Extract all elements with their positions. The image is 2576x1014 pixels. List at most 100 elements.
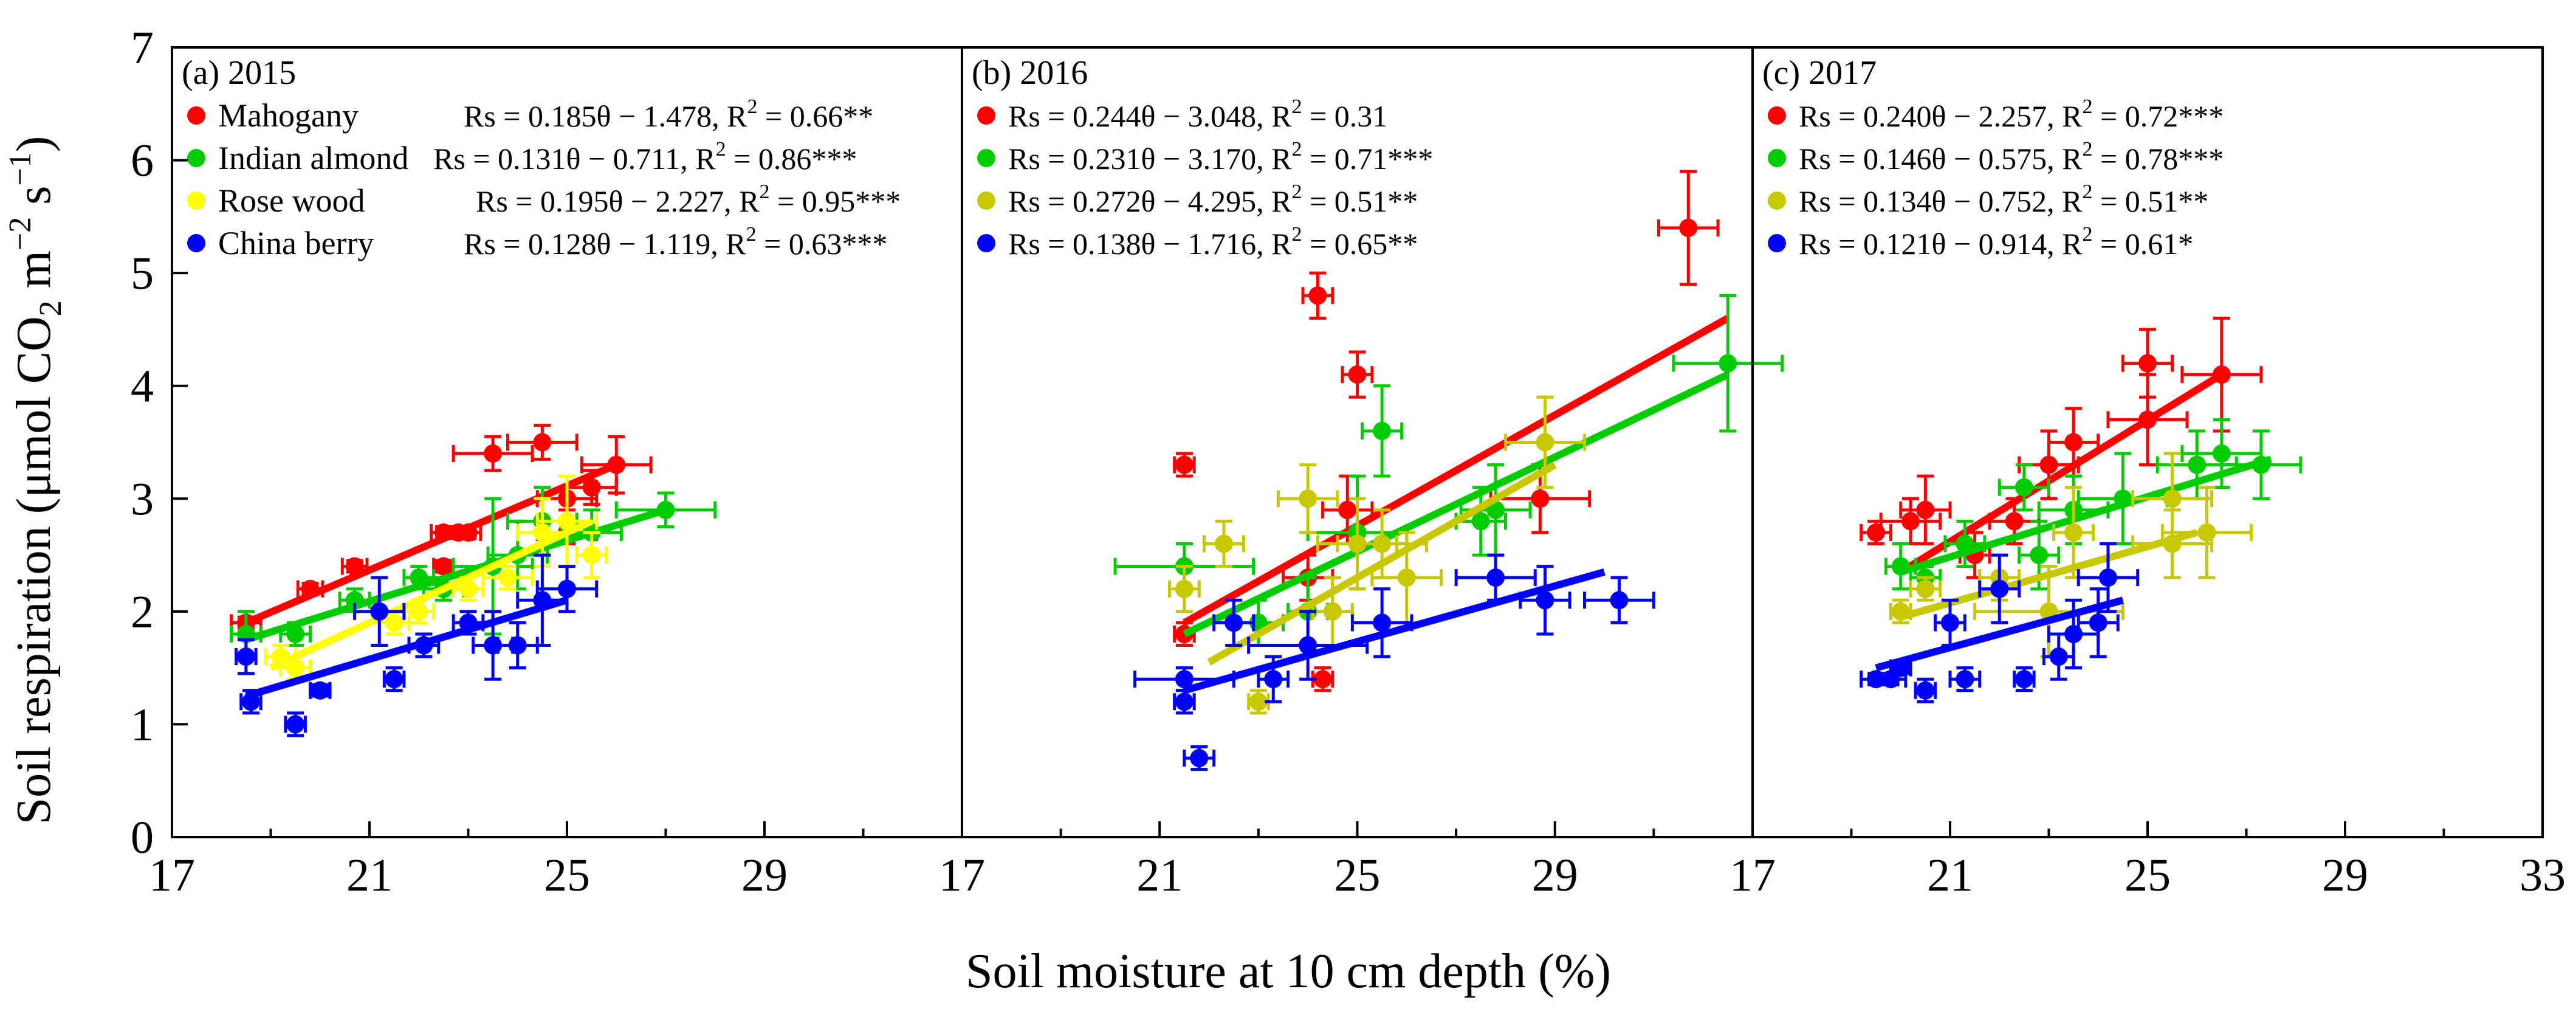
x-tick-label: 29 — [741, 850, 788, 901]
data-point — [498, 568, 517, 587]
equation-text: Rs = 0.272θ − 4.295, R — [1008, 184, 1292, 218]
data-point — [1264, 670, 1283, 689]
legend-marker — [1768, 106, 1786, 125]
equation-text: Rs = 0.138θ − 1.716, R — [1008, 227, 1292, 261]
data-point — [533, 433, 552, 452]
data-point — [1338, 500, 1357, 519]
data-point — [1531, 489, 1550, 508]
fit-line — [1183, 371, 1729, 638]
legend-equation: Rs = 0.134θ − 0.752, R2 = 0.51** — [1799, 181, 2208, 218]
equation-text: Rs = 0.231θ − 3.170, R — [1008, 142, 1292, 176]
legend-marker — [977, 106, 995, 125]
legend-equation: Rs = 0.131θ − 0.711, R2 = 0.86*** — [433, 138, 857, 176]
data-point — [286, 658, 305, 677]
y-axis: 0 1 2 3 4 5 6 7 — [131, 22, 188, 863]
data-point — [1373, 613, 1392, 632]
data-point — [1308, 286, 1327, 305]
equation-r2: = 0.72*** — [2093, 99, 2224, 133]
fit-line — [1183, 568, 1606, 694]
x-axis: 17 21 25 29 17 21 25 29 17 21 25 29 33 — [149, 821, 2566, 901]
y-tick-label: 0 — [131, 812, 154, 863]
ylabel-s: s — [7, 186, 61, 217]
data-point — [1916, 579, 1935, 598]
equation-text: Rs = 0.240θ − 2.257, R — [1799, 99, 2083, 133]
equation-r2: = 0.95*** — [770, 184, 901, 218]
data-point — [1348, 365, 1367, 384]
legend-marker — [1768, 234, 1786, 252]
legend-marker — [187, 191, 205, 210]
equation-text: Rs = 0.146θ − 0.575, R — [1799, 142, 2083, 176]
data-point — [1175, 670, 1194, 689]
legend-label: Rose wood — [218, 182, 365, 219]
data-point — [582, 478, 601, 497]
x-tick-label: 25 — [2124, 850, 2171, 901]
data-point — [1916, 681, 1935, 700]
equation-r2: = 0.71*** — [1302, 142, 1434, 176]
equation-r2: = 0.66** — [758, 99, 874, 133]
legend-marker — [977, 191, 995, 210]
legend-equation: Rs = 0.121θ − 0.914, R2 = 0.61* — [1799, 223, 2193, 261]
equation-superscript: 2 — [746, 223, 757, 246]
data-point — [1373, 534, 1392, 553]
x-tick-label: 17 — [1729, 850, 1776, 901]
data-point — [1471, 512, 1490, 531]
data-point — [1486, 568, 1505, 587]
data-point — [1323, 602, 1342, 621]
data-point — [2014, 478, 2033, 497]
legend-marker — [187, 106, 205, 125]
x-tick-label: 21 — [1927, 850, 1973, 901]
data-point — [434, 557, 453, 576]
legend-label: Indian almond — [218, 140, 408, 176]
fit-line — [1182, 315, 1730, 626]
data-point — [2188, 455, 2207, 474]
legend: Mahogany Rs = 0.185θ − 1.478, R2 = 0.66**… — [187, 95, 901, 261]
data-point — [385, 613, 404, 632]
data-point — [1190, 749, 1209, 768]
ylabel-sub2: 2 — [33, 300, 68, 316]
equation-superscript: 2 — [1292, 223, 1302, 246]
series-china-berry — [1860, 542, 2140, 703]
legend-equation: Rs = 0.231θ − 3.170, R2 = 0.71*** — [1008, 138, 1433, 176]
x-tick-label: 17 — [939, 850, 985, 901]
equation-r2: = 0.65** — [1302, 227, 1418, 261]
y-tick-label: 2 — [131, 587, 154, 638]
data-point — [1990, 579, 2009, 598]
equation-text: Rs = 0.195θ − 2.227, R — [476, 184, 760, 218]
legend-equation: Rs = 0.240θ − 2.257, R2 = 0.72*** — [1799, 95, 2224, 133]
fit-line — [269, 517, 594, 672]
legend-marker — [1768, 149, 1786, 167]
data-point — [1299, 636, 1317, 655]
equation-superscript: 2 — [716, 138, 726, 160]
data-point — [1901, 512, 1920, 531]
legend-marker — [977, 149, 995, 167]
x-axis-label: Soil moisture at 10 cm depth (%) — [966, 945, 1611, 998]
x-tick-label: 33 — [2519, 850, 2566, 901]
data-point — [311, 681, 329, 700]
legend-equation: Rs = 0.128θ − 1.119, R2 = 0.63*** — [464, 223, 887, 261]
series-rose-wood — [1168, 395, 1587, 715]
data-point — [2064, 433, 2083, 452]
equation-r2: = 0.31 — [1302, 99, 1388, 133]
equation-text: Rs = 0.121θ − 0.914, R — [1799, 227, 2083, 261]
data-point — [2039, 455, 2058, 474]
y-tick-label: 7 — [131, 22, 154, 74]
y-tick-label: 3 — [131, 474, 154, 525]
data-point — [1249, 692, 1268, 711]
panel-title: (c) 2017 — [1762, 54, 1877, 92]
y-tick-label: 1 — [131, 699, 154, 750]
series-china-berry — [1133, 553, 1655, 771]
data-point — [2197, 523, 2216, 542]
x-tick-label: 17 — [149, 850, 195, 901]
equation-superscript: 2 — [2083, 223, 2093, 246]
equation-text: Rs = 0.244θ − 3.048, R — [1008, 99, 1292, 133]
legend-marker — [1768, 191, 1786, 210]
panel-1: (a) 2015 Mahogany Rs = 0.185θ − 1.478, R2 … — [171, 46, 963, 838]
equation-superscript: 2 — [1292, 181, 1302, 203]
data-point — [1214, 534, 1233, 553]
legend-equation: Rs = 0.272θ − 4.295, R2 = 0.51** — [1008, 181, 1418, 218]
ylabel-m: m — [7, 250, 61, 300]
data-point — [1397, 568, 1416, 587]
fit-line — [1900, 455, 2272, 576]
